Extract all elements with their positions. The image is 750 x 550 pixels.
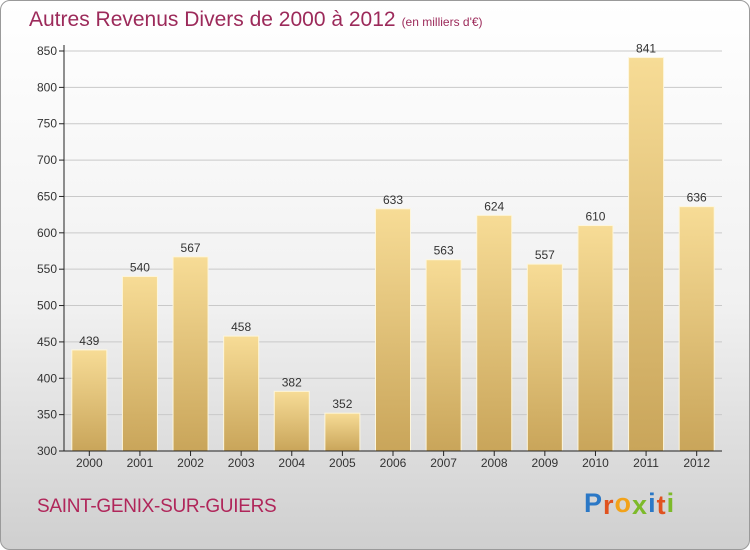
value-label-2003: 458 [231, 320, 251, 334]
x-tick-label-2006: 2006 [380, 456, 407, 470]
chart-title: Autres Revenus Divers de 2000 à 2012 (en … [29, 8, 483, 32]
bar-2010 [577, 225, 614, 452]
value-label-2005: 352 [332, 397, 352, 411]
logo-letter: x [632, 490, 649, 520]
labels: 300 350 400 450 500 550 600 650 700 750 800 850 439 2… [37, 42, 710, 470]
x-tick-label-2010: 2010 [582, 456, 609, 470]
value-label-2010: 610 [585, 210, 605, 224]
bar-2001 [121, 275, 158, 452]
y-tick-label: 300 [37, 444, 57, 458]
y-tick-label: 450 [37, 335, 57, 349]
bar-2002 [172, 256, 209, 452]
y-tick-label: 400 [37, 371, 57, 385]
y-tick-label: 850 [37, 44, 57, 58]
x-tick-label-2008: 2008 [481, 456, 508, 470]
y-tick-label: 650 [37, 189, 57, 203]
value-label-2001: 540 [130, 260, 150, 274]
y-tick-label: 350 [37, 408, 57, 422]
y-tick-label: 600 [37, 226, 57, 240]
x-tick-label-2000: 2000 [76, 456, 103, 470]
logo-letter: r [603, 490, 615, 520]
logo-letter: i [648, 488, 657, 518]
x-tick-label-2007: 2007 [430, 456, 457, 470]
y-tick-label: 800 [37, 80, 57, 94]
logo-letter: i [666, 488, 676, 518]
value-label-2004: 382 [282, 375, 302, 389]
proxiti-logo: Proxiti [584, 488, 676, 520]
x-tick-label-2002: 2002 [177, 456, 204, 470]
x-tick-label-2004: 2004 [278, 456, 305, 470]
logo-letter: o [614, 488, 633, 518]
bar-2004 [273, 390, 310, 452]
x-tick-label-2003: 2003 [228, 456, 255, 470]
commune-name: SAINT-GENIX-SUR-GUIERS [37, 496, 277, 517]
y-tick-label: 750 [37, 117, 57, 131]
value-label-2006: 633 [383, 193, 403, 207]
bar-2000 [71, 349, 108, 452]
value-label-2000: 439 [79, 334, 99, 348]
value-label-2009: 557 [535, 248, 555, 262]
value-label-2012: 636 [687, 191, 707, 205]
value-label-2002: 567 [181, 241, 201, 255]
x-tick-label-2001: 2001 [127, 456, 154, 470]
bar-2007 [425, 259, 462, 452]
bar-2009 [526, 263, 563, 452]
y-tick-label: 500 [37, 299, 57, 313]
logo-letter: P [584, 488, 604, 518]
x-tick-label-2011: 2011 [633, 456, 659, 470]
bar-2008 [476, 214, 513, 452]
x-tick-label-2005: 2005 [329, 456, 356, 470]
axes [59, 45, 722, 456]
bars [71, 57, 715, 452]
logo-letter: t [656, 490, 667, 520]
chart-title-text: Autres Revenus Divers de 2000 à 2012 [29, 8, 396, 31]
chart-unit: (en milliers d'€) [401, 15, 483, 29]
x-tick-label-2012: 2012 [683, 456, 710, 470]
x-tick-label-2009: 2009 [531, 456, 558, 470]
bar-2012 [678, 206, 715, 452]
y-tick-label: 700 [37, 153, 57, 167]
bar-2011 [628, 57, 665, 452]
bar-2003 [223, 335, 260, 452]
value-label-2008: 624 [484, 199, 504, 213]
value-label-2007: 563 [434, 244, 454, 258]
value-label-2011: 841 [636, 42, 656, 56]
y-tick-label: 550 [37, 262, 57, 276]
bar-2005 [324, 412, 361, 452]
bar-2006 [375, 208, 411, 452]
